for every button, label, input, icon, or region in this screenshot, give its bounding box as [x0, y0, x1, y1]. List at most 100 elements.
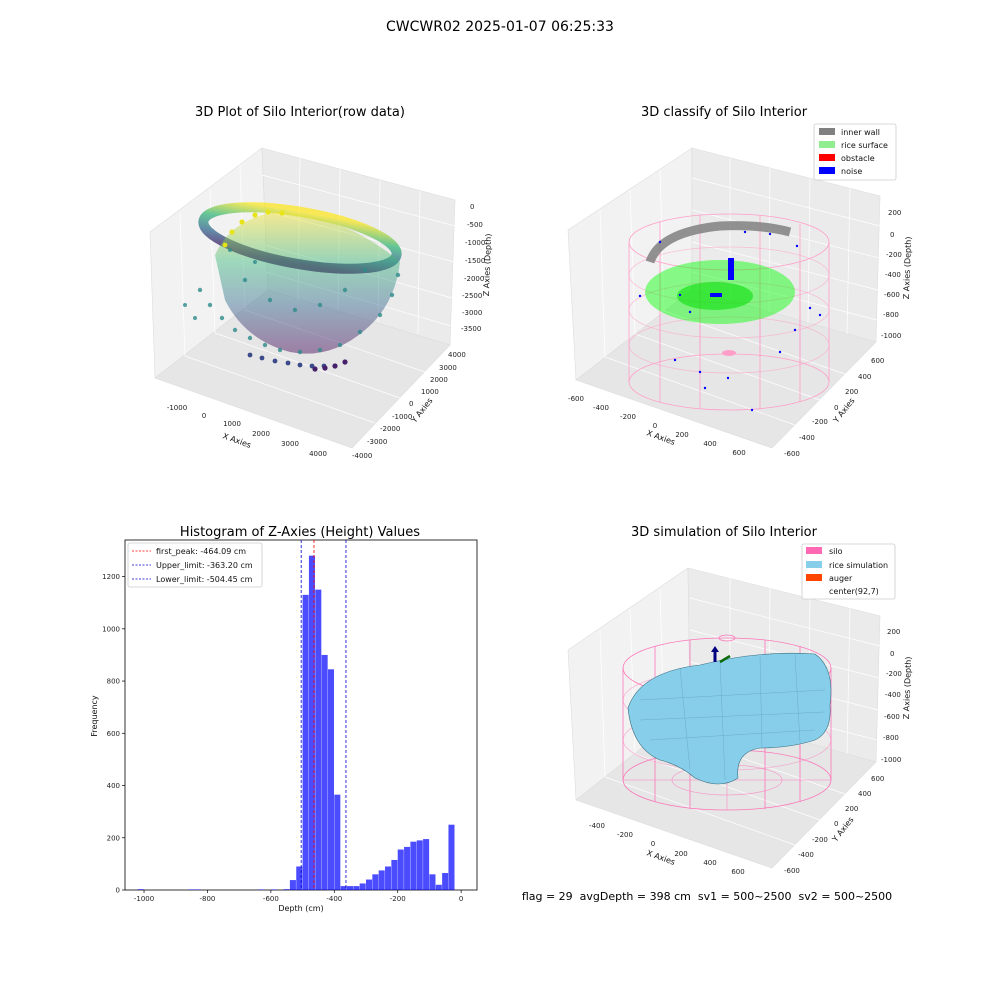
- panel1-x-label: X Axies: [221, 431, 252, 450]
- panel1-xtick: 4000: [309, 450, 327, 458]
- panel-classify-3d: 3D classify of Silo Interior: [567, 105, 913, 458]
- hist-x-ticks: -1000 -800 -600 -400 -200 0: [134, 890, 463, 903]
- panel4-ytick: -600: [784, 867, 800, 875]
- hist-ytick-label: 200: [107, 834, 120, 842]
- panel2-ytick: -200: [812, 418, 828, 426]
- panel4-legend: silo rice simulation auger center(92,7): [801, 543, 896, 600]
- panel1-xtick: 1000: [223, 420, 241, 428]
- panel4-xtick: 0: [651, 840, 655, 848]
- hist-bar: [397, 849, 404, 890]
- legend-swatch-rice-simulation: [806, 561, 822, 568]
- hist-bar: [359, 883, 366, 890]
- panel1-ytick: 0: [409, 400, 413, 408]
- hist-legend: first_peak: -464.09 cm Upper_limit: -363…: [127, 542, 263, 588]
- suptitle: CWCWR02 2025-01-07 06:25:33: [386, 19, 614, 35]
- hist-bar: [315, 589, 322, 890]
- panel2-noise-points: [638, 230, 822, 412]
- panel2-legend: inner wall rice surface obstacle noise: [813, 123, 897, 181]
- panel4-xtick: 400: [703, 859, 716, 867]
- hist-bar: [372, 874, 379, 890]
- panel4-auger: [711, 646, 731, 664]
- hist-xtick-label: -600: [263, 895, 279, 903]
- hist-x-label: Depth (cm): [278, 904, 323, 913]
- panel1-ztick: -1000: [465, 239, 485, 247]
- panel1-ytick: 4000: [448, 351, 466, 359]
- hist-ytick-label: 1200: [102, 573, 120, 581]
- hist-bar: [404, 846, 411, 890]
- panel1-points: [183, 248, 401, 355]
- panel2-xtick: -400: [593, 404, 609, 412]
- hist-title: Histogram of Z-Axies (Height) Values: [180, 525, 420, 540]
- hist-bar: [340, 886, 347, 890]
- panel1-ytick: 1000: [421, 388, 439, 396]
- hist-ytick-label: 1000: [102, 625, 120, 633]
- panel2-silo-wireframe: [628, 213, 830, 411]
- panel1-ztick: -2500: [462, 292, 482, 300]
- panel4-ytick: 400: [858, 790, 871, 798]
- legend-label: rice surface: [841, 141, 888, 150]
- hist-bar: [188, 889, 195, 890]
- hist-bars: [137, 555, 455, 890]
- legend-label: auger: [829, 574, 853, 583]
- legend-label: obstacle: [841, 154, 875, 163]
- panel2-x-ticks: -600 -400 -200 0 200 400 600: [568, 395, 746, 457]
- hist-ytick-label: 600: [107, 730, 120, 738]
- panel1-surface-band: [215, 212, 400, 354]
- hist-bar: [416, 840, 423, 890]
- panel4-xtick: 200: [674, 850, 687, 858]
- legend-swatch-rice-surface: [819, 141, 835, 148]
- panel1-x-ticks: -1000 0 1000 2000 3000 4000: [167, 404, 327, 458]
- hist-legend-label: Upper_limit: -363.20 cm: [156, 561, 253, 570]
- legend-label: rice simulation: [829, 561, 888, 570]
- hist-y-ticks: 0 200 400 600 800 1000 1200: [102, 573, 125, 895]
- panel1-ztick: -3000: [462, 309, 482, 317]
- panel4-xtick: 600: [731, 868, 744, 876]
- hist-bar: [334, 794, 341, 890]
- panel1-y-ticks: 4000 3000 2000 1000 0 -1000 -2000 -3000 …: [352, 351, 466, 460]
- legend-label: noise: [841, 167, 862, 176]
- panel2-ztick: -1000: [881, 332, 901, 340]
- hist-bar: [302, 594, 309, 890]
- hist-bar: [353, 886, 360, 890]
- hist-bar: [283, 889, 290, 890]
- legend-label: center(92,7): [829, 587, 879, 596]
- panel2-z-label: Z Axies (Depth): [902, 236, 913, 299]
- panel4-rice-simulation: [627, 652, 832, 785]
- panel2-ztick: -800: [883, 311, 899, 319]
- legend-box: [813, 123, 897, 181]
- panel2-xtick: 600: [732, 449, 745, 457]
- panel1-xtick: 0: [202, 412, 206, 420]
- hist-bar: [296, 866, 303, 890]
- panel1-ztick: -500: [467, 221, 483, 229]
- panel1-title: 3D Plot of Silo Interior(row data): [195, 105, 405, 120]
- hist-bar: [270, 889, 277, 890]
- hist-ytick-label: 800: [107, 678, 120, 686]
- hist-xtick-label: -400: [326, 895, 342, 903]
- panel2-xtick: -600: [568, 395, 584, 403]
- hist-legend-label: first_peak: -464.09 cm: [156, 547, 246, 556]
- panel1-bottom-points: [247, 352, 327, 369]
- hist-bar: [435, 884, 442, 890]
- hist-vlines: [300, 540, 347, 890]
- panel1-ztick: -1500: [465, 257, 485, 265]
- panel2-x-label: X Axies: [645, 428, 676, 447]
- panel-simulation-3d: 3D simulation of Silo Interior: [567, 525, 913, 876]
- hist-y-label: Frequency: [90, 695, 99, 737]
- hist-bar: [327, 669, 334, 890]
- panel1-ytick: -4000: [352, 452, 372, 460]
- hist-bar: [378, 870, 385, 890]
- panel4-y-ticks: 600 400 200 0 -200 -400 -600: [784, 775, 884, 875]
- hist-bar: [442, 873, 449, 890]
- hist-bar: [366, 879, 373, 890]
- panel1-ytick: -3000: [367, 438, 387, 446]
- panel1-z-label: Z Axies (Depth): [482, 233, 493, 296]
- legend-swatch-auger: [806, 574, 822, 581]
- legend-swatch-obstacle: [819, 154, 835, 161]
- panel4-ytick: -200: [812, 836, 828, 844]
- panel1-z-ticks: 0 -500 -1000 -1500 -2000 -2500 -3000 -35…: [461, 203, 485, 333]
- panel1-ytick: 3000: [439, 364, 457, 372]
- panel2-ztick: 0: [890, 231, 894, 239]
- panel2-ztick: -400: [885, 271, 901, 279]
- hist-xtick-label: -800: [200, 895, 216, 903]
